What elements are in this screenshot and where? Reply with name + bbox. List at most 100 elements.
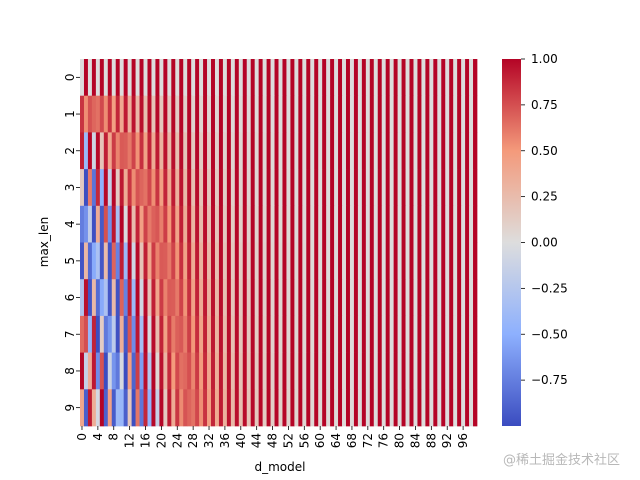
heatmap-cell	[230, 352, 236, 390]
heatmap-cell	[226, 95, 232, 133]
heatmap-cell	[119, 132, 125, 170]
heatmap-cell	[95, 169, 101, 207]
heatmap-cell	[159, 279, 164, 317]
heatmap-cell	[461, 352, 466, 390]
heatmap-cell	[334, 279, 339, 317]
heatmap-cell	[298, 315, 303, 353]
heatmap-cell	[131, 315, 136, 353]
heatmap-cell	[226, 59, 232, 97]
heatmap-cell	[187, 352, 192, 390]
heatmap-cell	[397, 352, 402, 390]
heatmap-cell	[119, 169, 125, 207]
heatmap-cell	[330, 242, 335, 280]
heatmap-cell	[278, 389, 283, 427]
heatmap-cell	[282, 242, 287, 280]
heatmap-cell	[151, 59, 156, 97]
heatmap-cell	[345, 315, 351, 353]
heatmap-cell	[214, 205, 220, 243]
heatmap-cell	[469, 389, 474, 427]
heatmap-cell	[417, 205, 422, 243]
heatmap-cell	[99, 205, 105, 243]
heatmap-cell	[318, 59, 323, 97]
heatmap-cell	[226, 169, 232, 207]
heatmap-cell	[238, 169, 244, 207]
heatmap-cell	[103, 59, 109, 97]
heatmap-cell	[437, 59, 442, 97]
heatmap-cell	[266, 169, 271, 207]
heatmap-cell	[187, 169, 192, 207]
heatmap-cell	[465, 389, 470, 427]
heatmap-cell	[183, 352, 188, 390]
heatmap-cell	[449, 169, 454, 207]
heatmap-cell	[461, 205, 466, 243]
heatmap-cell	[342, 59, 347, 97]
heatmap-cell	[143, 59, 148, 97]
heatmap-cell	[254, 95, 259, 133]
heatmap-cell	[417, 352, 422, 390]
heatmap-cell	[163, 352, 168, 390]
heatmap-cell	[278, 95, 283, 133]
heatmap-cell	[437, 352, 442, 390]
heatmap-cell	[433, 279, 438, 317]
heatmap-cell	[361, 169, 367, 207]
heatmap-cell	[115, 389, 121, 427]
heatmap-cell	[302, 389, 307, 427]
heatmap-cell	[195, 59, 200, 97]
heatmap-cell	[159, 95, 164, 133]
heatmap-cell	[381, 389, 387, 427]
heatmap-cell	[441, 242, 446, 280]
heatmap-cell	[369, 315, 375, 353]
heatmap-cell	[254, 132, 259, 170]
heatmap-cell	[163, 242, 168, 280]
heatmap-cell	[282, 169, 287, 207]
x-axis-label: d_model	[255, 460, 306, 474]
heatmap-cell	[91, 95, 97, 133]
heatmap-cell	[179, 389, 184, 427]
heatmap-cell	[159, 315, 164, 353]
heatmap-cell	[385, 279, 391, 317]
heatmap-cell	[266, 279, 271, 317]
heatmap-cell	[135, 205, 140, 243]
heatmap-cell	[250, 205, 256, 243]
heatmap-cell	[453, 279, 458, 317]
heatmap-cell	[238, 95, 244, 133]
heatmap-cell	[191, 205, 196, 243]
heatmap-cell	[87, 132, 93, 170]
heatmap-cell	[250, 95, 256, 133]
heatmap-cell	[222, 389, 228, 427]
heatmap-cell	[306, 279, 311, 317]
heatmap-cell	[433, 169, 438, 207]
heatmap-cell	[254, 205, 259, 243]
heatmap-cell	[103, 389, 109, 427]
heatmap-cell	[99, 242, 105, 280]
heatmap-cell	[286, 389, 291, 427]
heatmap-cell	[345, 59, 351, 97]
heatmap-cell	[381, 132, 387, 170]
heatmap-cell	[246, 315, 252, 353]
y-tick-label: 3	[63, 184, 77, 192]
heatmap-cell	[91, 389, 97, 427]
heatmap-cell	[107, 169, 113, 207]
heatmap-cell	[393, 132, 398, 170]
heatmap-cell	[87, 242, 93, 280]
heatmap-cell	[417, 59, 422, 97]
heatmap-cell	[385, 315, 391, 353]
heatmap-cell	[127, 279, 132, 317]
heatmap-cell	[83, 205, 89, 243]
heatmap-cell	[469, 279, 474, 317]
heatmap-cell	[338, 132, 343, 170]
x-tick-label: 60	[313, 433, 327, 448]
heatmap-cell	[441, 59, 446, 97]
heatmap-cell	[214, 315, 220, 353]
heatmap-cell	[171, 59, 176, 97]
heatmap-cell	[143, 205, 148, 243]
heatmap-cell	[103, 315, 109, 353]
heatmap-cell	[445, 205, 450, 243]
heatmap-cell	[294, 279, 299, 317]
heatmap-cell	[349, 242, 355, 280]
heatmap-cell	[306, 389, 311, 427]
heatmap-cell	[91, 169, 97, 207]
heatmap-cell	[111, 279, 117, 317]
heatmap-cell	[421, 59, 426, 97]
x-tick-label: 52	[281, 433, 295, 448]
